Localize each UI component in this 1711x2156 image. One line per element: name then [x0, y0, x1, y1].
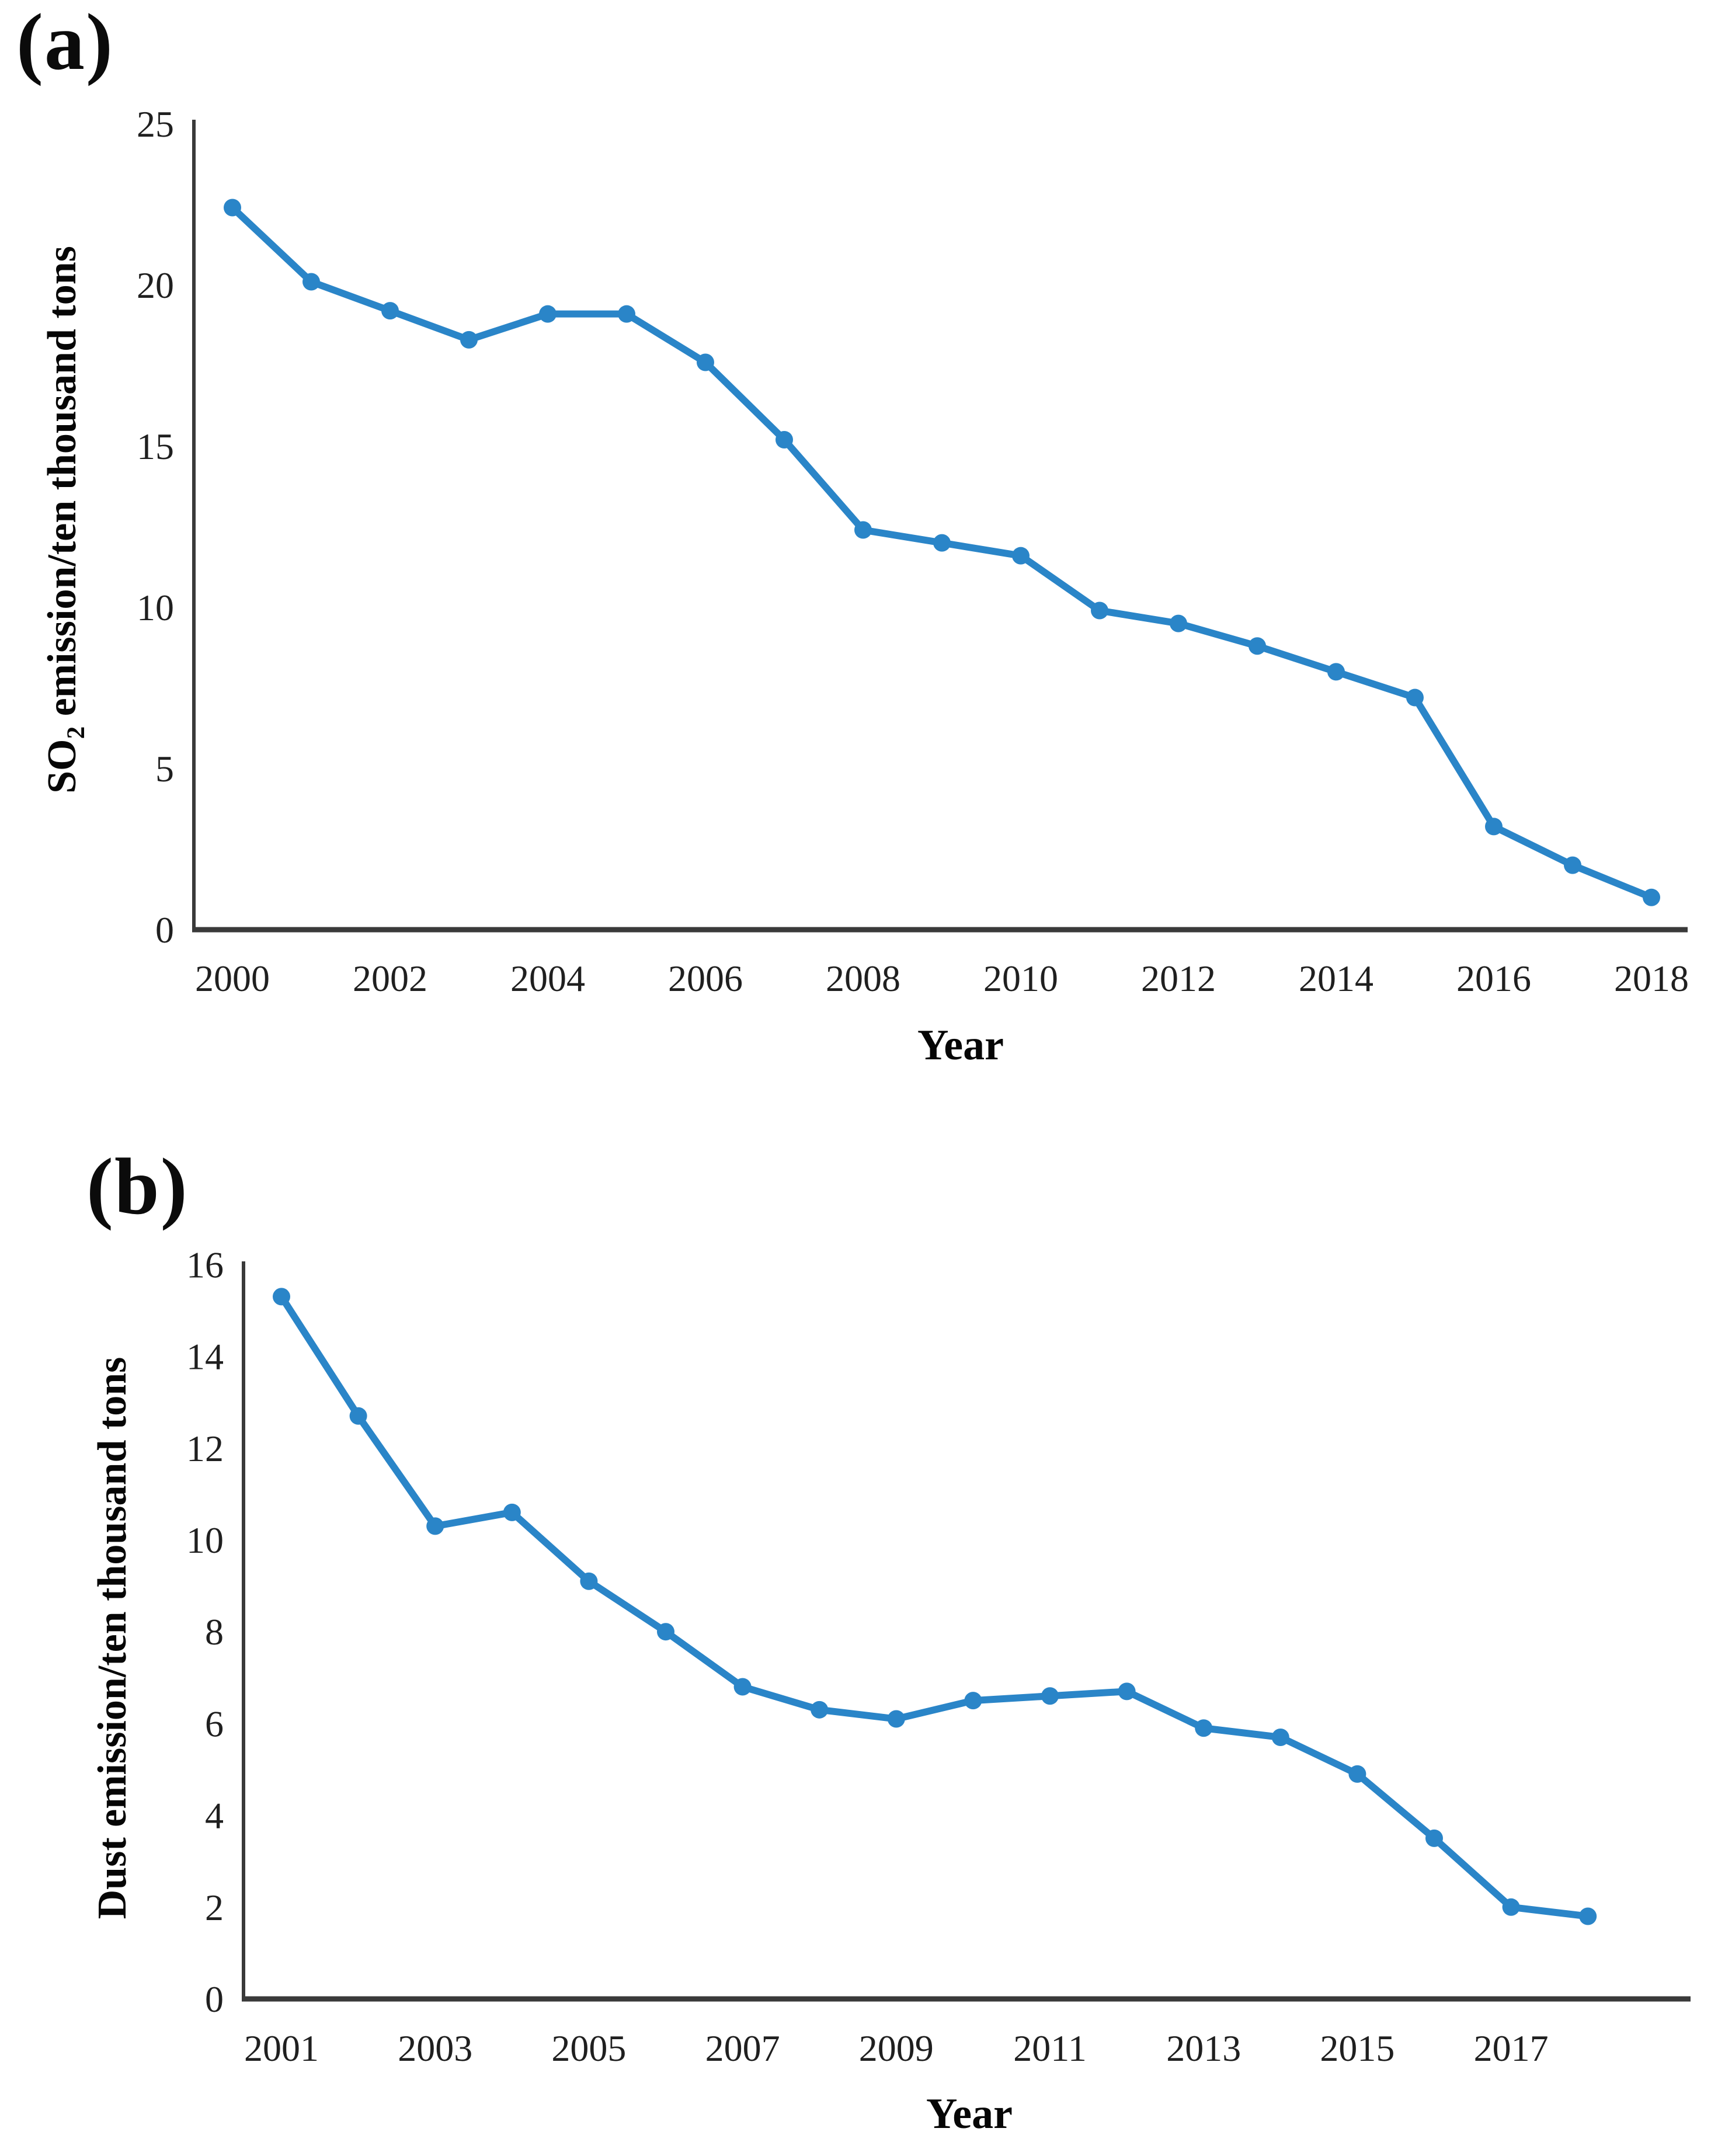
data-point — [1425, 1829, 1443, 1847]
data-point — [1012, 547, 1030, 565]
panel-a-x-axis-title: Year — [917, 1021, 1004, 1069]
data-point — [1041, 1687, 1059, 1705]
panel-b-x-axis-title: Year — [926, 2090, 1013, 2138]
y-tick-label: 25 — [137, 103, 174, 145]
data-point — [1579, 1907, 1597, 1925]
y-tick-label: 6 — [205, 1703, 224, 1744]
y-tick-label: 5 — [155, 748, 174, 790]
data-point — [1271, 1728, 1289, 1746]
x-tick-label: 2016 — [1456, 958, 1531, 999]
ylabel-a-suffix: emission/ten thousand tons — [40, 246, 85, 726]
ylabel-a-subscript: 2 — [62, 726, 90, 739]
x-tick-label: 2002 — [353, 958, 427, 999]
x-tick-label: 2001 — [244, 2028, 319, 2069]
y-tick-label: 0 — [155, 909, 174, 951]
y-tick-label: 14 — [186, 1336, 224, 1378]
data-point — [1327, 663, 1345, 681]
series-line-b — [278, 1293, 1592, 1920]
data-point — [887, 1710, 905, 1728]
x-tick-label: 2009 — [859, 2028, 934, 2069]
data-point — [302, 273, 320, 291]
data-point — [775, 430, 793, 448]
y-tick-label: 8 — [205, 1611, 224, 1653]
data-point — [964, 1692, 982, 1710]
y-tick-label: 0 — [205, 1978, 224, 2020]
x-tick-label: 2008 — [826, 958, 900, 999]
y-tick-label: 15 — [137, 426, 174, 467]
x-tick-label: 2007 — [705, 2028, 780, 2069]
y-tick-label: 16 — [186, 1244, 224, 1285]
x-tick-label: 2011 — [1013, 2028, 1087, 2069]
data-point — [1249, 637, 1266, 655]
data-point — [697, 353, 714, 371]
data-point — [811, 1701, 829, 1719]
x-tick-label: 2015 — [1320, 2028, 1394, 2069]
data-point — [1170, 614, 1187, 632]
data-point — [1406, 688, 1424, 707]
data-point — [733, 1678, 752, 1696]
data-point — [1502, 1898, 1520, 1916]
series-line-a — [229, 204, 1655, 901]
data-point — [933, 534, 951, 552]
y-tick-label: 10 — [186, 1519, 224, 1561]
data-point — [1643, 888, 1660, 906]
x-tick-label: 2005 — [551, 2028, 626, 2069]
data-point — [1564, 856, 1581, 874]
y-tick-label: 10 — [137, 587, 174, 628]
ylabel-b-text: Dust emission/ten thousand tons — [90, 1357, 135, 1919]
data-point — [1485, 818, 1503, 836]
panel-b-y-axis-title: Dust emission/ten thousand tons — [89, 1258, 142, 2018]
data-point — [273, 1288, 290, 1306]
x-tick-label: 2010 — [983, 958, 1058, 999]
x-tick-label: 2014 — [1299, 958, 1373, 999]
data-point — [854, 521, 872, 539]
panel-b-label: (b) — [86, 1142, 189, 1231]
panel-a-label: (a) — [16, 0, 114, 86]
y-tick-label: 12 — [186, 1428, 224, 1469]
data-point — [460, 331, 478, 349]
data-point — [349, 1407, 367, 1425]
data-point — [503, 1503, 521, 1521]
panel-a-y-axis-title: SO2 emission/ten thousand tons — [39, 140, 92, 899]
y-tick-label: 4 — [205, 1795, 224, 1837]
x-tick-label: 2012 — [1141, 958, 1216, 999]
x-tick-label: 2018 — [1614, 958, 1689, 999]
data-point — [657, 1623, 674, 1641]
ylabel-a-prefix: SO — [40, 739, 85, 794]
x-tick-label: 2006 — [668, 958, 743, 999]
x-tick-label: 2017 — [1474, 2028, 1549, 2069]
x-tick-label: 2003 — [398, 2028, 472, 2069]
data-point — [381, 302, 399, 320]
data-point — [1195, 1719, 1213, 1737]
y-tick-label: 20 — [137, 265, 174, 306]
data-point — [1348, 1765, 1366, 1783]
data-point — [426, 1517, 444, 1535]
x-tick-label: 2000 — [195, 958, 270, 999]
data-point — [580, 1572, 598, 1590]
x-tick-label: 2013 — [1166, 2028, 1241, 2069]
x-tick-label: 2004 — [510, 958, 585, 999]
data-point — [1091, 601, 1108, 620]
data-point — [1118, 1682, 1136, 1701]
data-point — [539, 305, 557, 323]
data-point — [618, 305, 635, 323]
data-point — [224, 199, 241, 217]
y-tick-label: 2 — [205, 1887, 224, 1928]
